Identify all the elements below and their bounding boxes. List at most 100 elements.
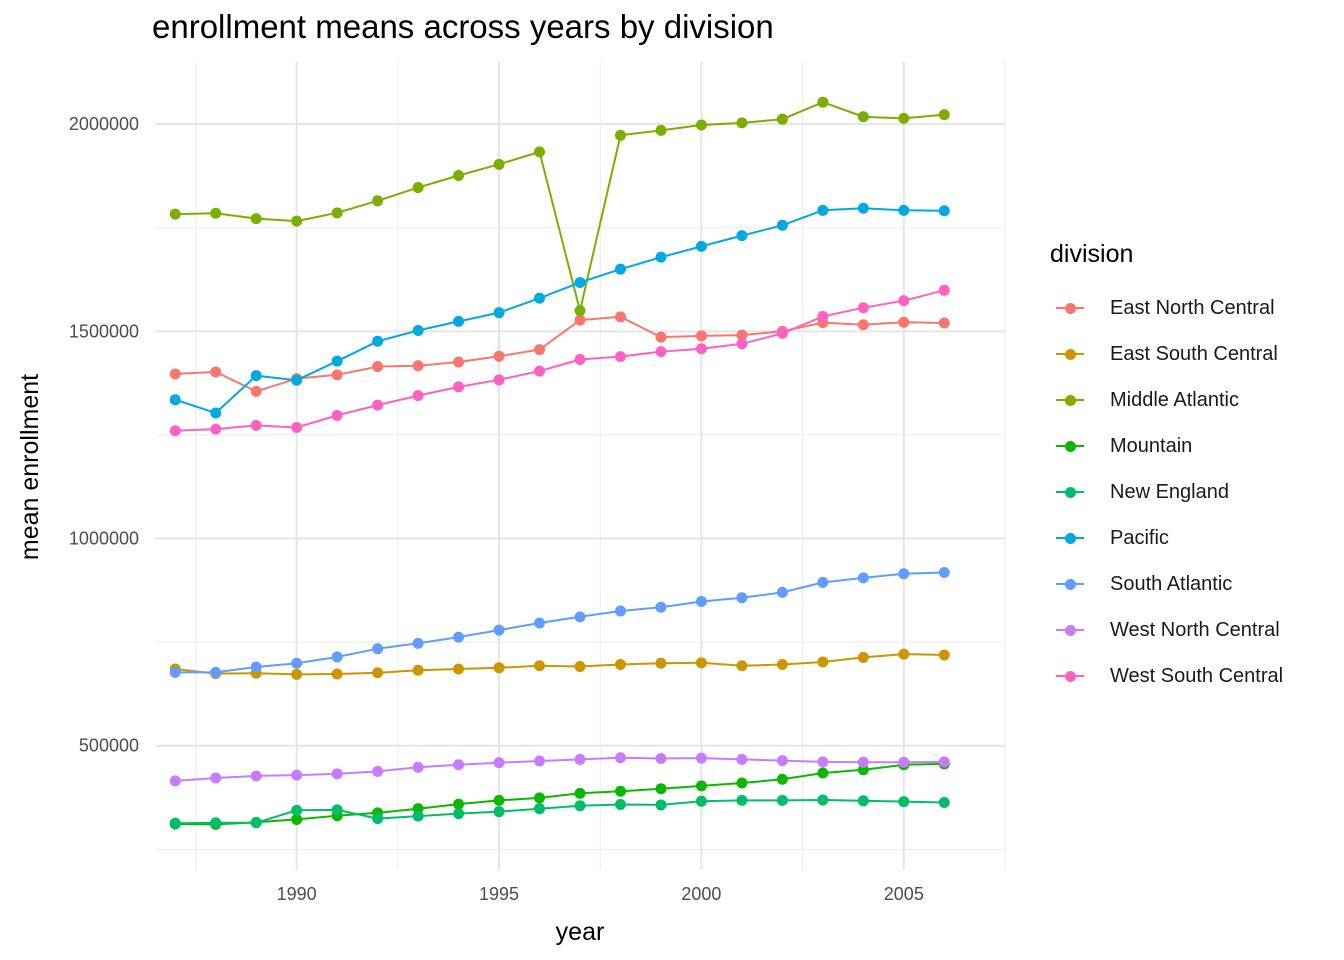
legend-item-middle-atlantic: Middle Atlantic [1050,377,1283,423]
data-point-east-north-central [210,366,222,378]
data-point-middle-atlantic [614,129,626,141]
legend-key-icon [1050,620,1090,640]
data-point-east-south-central [736,660,748,672]
data-point-pacific [574,276,586,288]
legend-label: South Atlantic [1110,572,1233,595]
data-point-west-south-central [412,390,424,402]
data-point-south-atlantic [574,611,586,623]
data-point-west-south-central [857,302,869,314]
data-point-west-north-central [938,756,950,768]
data-point-new-england [534,803,546,815]
data-point-new-england [898,796,910,808]
y-tick-label: 500000 [79,736,139,756]
legend-item-new-england: New England [1050,469,1283,515]
data-point-west-north-central [291,769,303,781]
legend-key-icon [1050,528,1090,548]
data-point-east-south-central [614,658,626,670]
data-point-east-north-central [331,369,343,381]
series-south-atlantic [169,566,950,678]
data-point-middle-atlantic [169,208,181,220]
data-point-mountain [695,780,707,792]
x-axis-label: year [556,918,605,946]
data-point-middle-atlantic [534,146,546,158]
data-point-east-north-central [898,316,910,328]
data-point-west-north-central [695,752,707,764]
data-point-west-north-central [372,765,384,777]
data-point-pacific [776,219,788,231]
data-point-pacific [291,374,303,386]
data-point-pacific [210,407,222,419]
data-point-new-england [412,810,424,822]
series-new-england [169,794,950,829]
x-tick-label: 2005 [884,884,924,904]
series-west-north-central [169,752,950,787]
data-point-new-england [291,804,303,816]
data-point-east-north-central [453,356,465,368]
legend-item-east-south-central: East South Central [1050,331,1283,377]
data-point-east-north-central [857,319,869,331]
data-point-middle-atlantic [736,117,748,129]
data-point-middle-atlantic [857,111,869,123]
legend-key-icon [1050,574,1090,594]
data-point-south-atlantic [169,666,181,678]
data-point-south-atlantic [655,601,667,613]
legend-label: Middle Atlantic [1110,388,1239,411]
data-point-east-south-central [412,664,424,676]
tick-labels: 1990 1995 2000 2005 500000 1000000 1500000 2000… [69,114,924,904]
data-point-east-south-central [493,662,505,674]
legend-title: division [1050,240,1134,268]
data-point-pacific [412,325,424,337]
data-point-west-north-central [614,752,626,764]
y-axis-label: mean enrollment [16,374,44,560]
data-point-pacific [695,240,707,252]
data-point-west-north-central [655,753,667,765]
series-middle-atlantic [169,96,950,317]
data-point-east-north-central [938,317,950,329]
data-point-east-south-central [331,668,343,680]
data-point-west-north-central [736,753,748,765]
y-tick-label: 2000000 [69,114,139,134]
data-point-west-north-central [534,755,546,767]
legend-label: Pacific [1110,526,1169,549]
legend-items: East North Central East South Central Midd… [1050,285,1283,699]
data-point-east-south-central [655,657,667,669]
data-point-west-south-central [574,354,586,366]
data-point-east-north-central [493,350,505,362]
data-point-east-north-central [655,331,667,343]
data-point-east-south-central [574,661,586,673]
data-point-middle-atlantic [331,207,343,219]
data-point-west-south-central [210,423,222,435]
data-point-new-england [493,806,505,818]
data-point-mountain [817,767,829,779]
data-point-west-south-central [655,346,667,358]
data-point-middle-atlantic [453,170,465,182]
series-pacific [169,202,950,419]
series-line-south-atlantic [175,571,945,674]
data-point-new-england [250,817,262,829]
data-point-west-south-central [331,409,343,421]
data-point-new-england [776,794,788,806]
legend-key-icon [1050,436,1090,456]
data-point-mountain [291,813,303,825]
data-point-south-atlantic [776,586,788,598]
data-point-pacific [614,263,626,275]
data-point-east-south-central [776,658,788,670]
data-point-west-south-central [736,338,748,350]
data-point-east-north-central [695,330,707,342]
data-point-new-england [695,795,707,807]
data-point-middle-atlantic [776,113,788,125]
legend-item-east-north-central: East North Central [1050,285,1283,331]
data-point-east-south-central [534,660,546,672]
data-point-west-north-central [493,757,505,769]
legend-label: New England [1110,480,1229,503]
series-line-west-north-central [175,756,945,782]
data-point-east-north-central [736,329,748,341]
data-point-pacific [898,204,910,216]
x-tick-label: 1995 [479,884,519,904]
data-point-middle-atlantic [250,213,262,225]
data-point-south-atlantic [695,595,707,607]
data-point-west-south-central [695,343,707,355]
data-point-west-north-central [169,775,181,787]
data-point-east-south-central [695,657,707,669]
